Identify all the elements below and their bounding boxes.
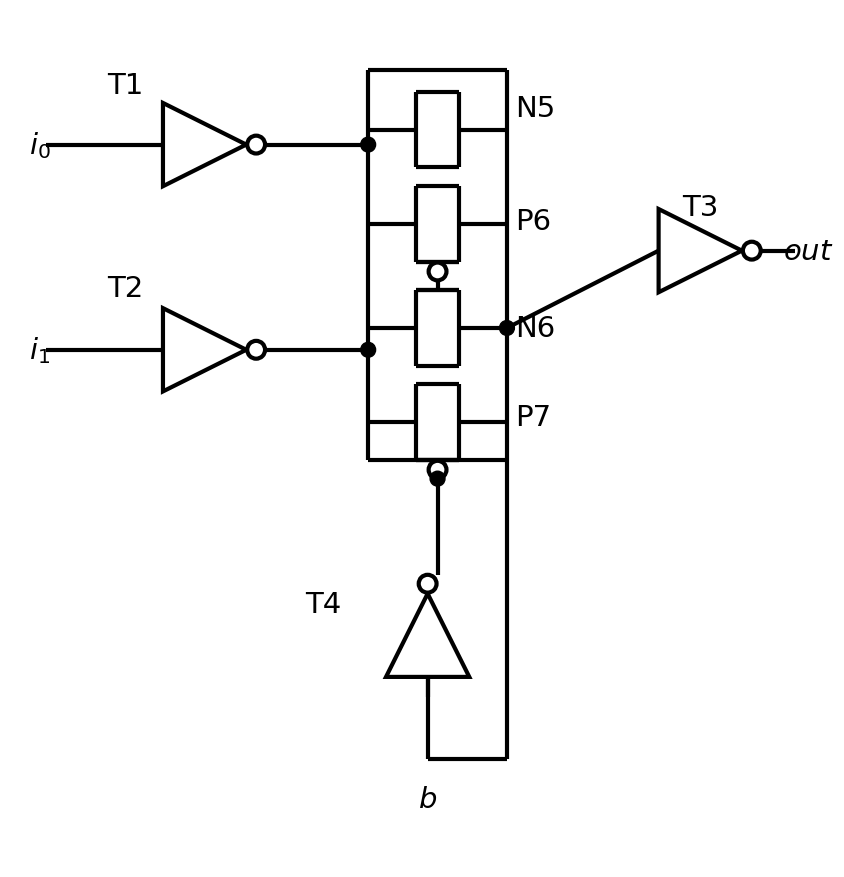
Text: $b$: $b$: [418, 785, 436, 813]
Circle shape: [247, 341, 265, 360]
Circle shape: [430, 472, 445, 487]
Circle shape: [419, 575, 436, 593]
Text: $i_0$: $i_0$: [29, 130, 51, 160]
Text: $out$: $out$: [782, 238, 832, 266]
Circle shape: [499, 321, 514, 336]
Circle shape: [428, 461, 446, 479]
Circle shape: [428, 263, 446, 281]
Circle shape: [360, 343, 375, 358]
Text: T3: T3: [681, 194, 717, 222]
Text: T4: T4: [305, 590, 341, 617]
Circle shape: [360, 138, 375, 153]
Text: N5: N5: [514, 95, 555, 123]
Circle shape: [247, 137, 265, 154]
Circle shape: [742, 242, 760, 260]
Text: T2: T2: [107, 275, 143, 303]
Text: T1: T1: [107, 72, 143, 100]
Text: P7: P7: [514, 403, 550, 431]
Text: N6: N6: [514, 315, 555, 343]
Text: P6: P6: [514, 208, 550, 236]
Text: $i_1$: $i_1$: [29, 335, 50, 366]
